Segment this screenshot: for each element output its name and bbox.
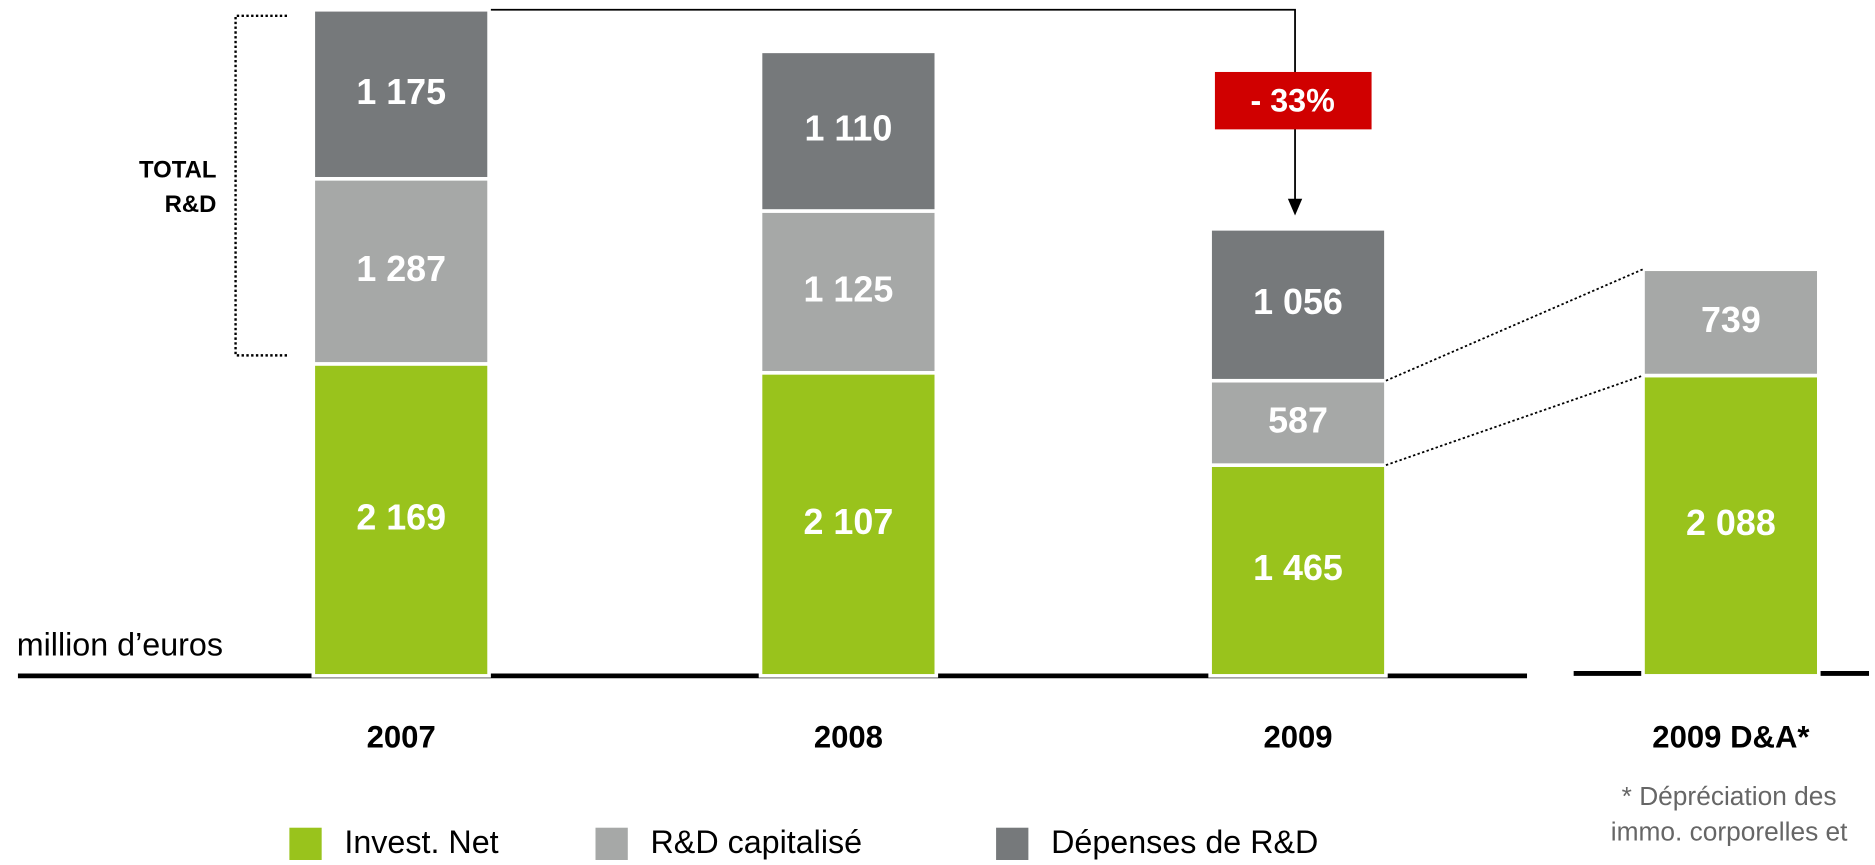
bar-segment: [311, 176, 491, 366]
unit-label: million d’euros: [17, 627, 223, 663]
bar-segment: [1208, 378, 1388, 467]
bar-segment: [1208, 227, 1388, 383]
bar-segment: [758, 209, 939, 375]
legend-label: R&D capitalisé: [651, 824, 863, 860]
value-label: 1 175: [356, 72, 446, 112]
x-tick-label: 2007: [367, 719, 436, 754]
value-label: 2 107: [804, 502, 894, 542]
bracket-label: TOTAL: [139, 157, 216, 184]
arrow-head: [1287, 198, 1303, 216]
bar-segment: [758, 49, 939, 213]
change-box: [1214, 71, 1372, 130]
bar-segment: [311, 362, 491, 678]
value-label: 1 125: [804, 269, 894, 309]
legend-label: Dépenses de R&D: [1051, 824, 1318, 860]
connector: [1385, 374, 1644, 466]
value-label: 739: [1701, 300, 1761, 340]
x-tick-label: 2009 D&A*: [1652, 719, 1810, 754]
change-annotation: - 33%: [1251, 83, 1335, 119]
value-label: 587: [1268, 400, 1328, 440]
bar-segment: [1641, 373, 1821, 678]
bar-segment: [1208, 463, 1388, 678]
bar-segment: [311, 7, 491, 181]
legend-swatch: [289, 827, 322, 860]
x-tick-label: 2008: [814, 719, 883, 754]
footnote: immo. corporelles et: [1611, 817, 1848, 847]
value-label: 2 169: [356, 497, 446, 537]
bracket-label: R&D: [165, 191, 217, 218]
connector: [1385, 268, 1644, 382]
legend-swatch: [595, 827, 628, 860]
value-label: 1 056: [1253, 282, 1343, 322]
legend-swatch: [996, 827, 1029, 860]
x-tick-label: 2009: [1263, 719, 1332, 754]
value-label: 1 287: [356, 249, 446, 289]
bar-segment: [1641, 267, 1821, 378]
legend-label: Invest. Net: [344, 824, 498, 860]
footnote: * Dépréciation des: [1622, 781, 1837, 811]
bracket: [234, 14, 287, 357]
value-label: 1 465: [1253, 548, 1343, 588]
value-label: 1 110: [805, 109, 893, 149]
value-label: 2 088: [1686, 503, 1776, 543]
change-arrow: [487, 8, 1296, 202]
